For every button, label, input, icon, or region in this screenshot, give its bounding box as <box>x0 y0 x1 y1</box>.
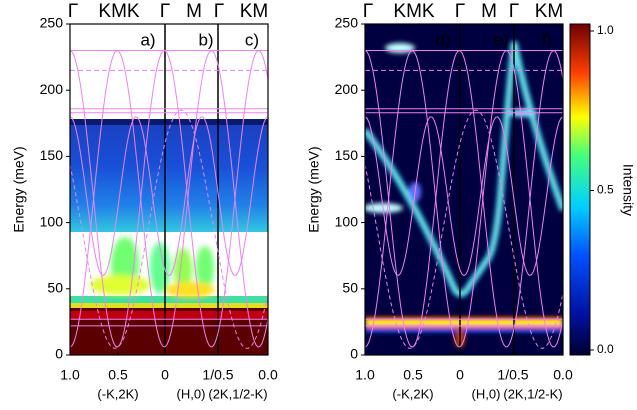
heatmap-left <box>70 119 268 355</box>
y-tick-label: 100 <box>40 213 64 229</box>
plot-frame <box>69 23 269 356</box>
x-tick-label: 0 <box>456 367 464 383</box>
top-label: KM <box>240 1 269 22</box>
top-label: M <box>186 1 202 22</box>
x-tick-label: 0.0 <box>258 367 278 383</box>
model-curve <box>70 116 268 277</box>
panel-label: d) <box>435 30 450 49</box>
model-curve <box>70 49 268 348</box>
colorbar <box>569 23 591 356</box>
x-tick-label: 0.0 <box>553 367 573 383</box>
y-tick-label: 50 <box>47 280 63 296</box>
colorbar-tick-label: 0.5 <box>597 183 614 197</box>
y-axis-label: Energy (meV) <box>306 146 322 232</box>
x-path-label: (H,0) <box>472 386 501 401</box>
x-tick-label: 0 <box>161 367 169 383</box>
panel-label: f) <box>542 30 552 49</box>
colorbar-tick-label: 0.0 <box>597 342 614 356</box>
y-tick-label: 0 <box>55 346 63 362</box>
heatmap-right <box>365 24 563 355</box>
top-label: M <box>481 1 497 22</box>
top-label: Γ <box>363 1 373 22</box>
panel-label: c) <box>245 30 259 49</box>
y-tick-label: 250 <box>335 15 359 31</box>
x-path-label: (2K,1/2-K) <box>208 386 267 401</box>
top-label: KM <box>535 1 564 22</box>
top-label: KMK <box>98 1 140 22</box>
top-label: Γ <box>455 1 465 22</box>
curve-group <box>70 49 268 349</box>
top-label: Γ <box>214 1 224 22</box>
plot-frame <box>364 23 564 356</box>
x-tick-label: 0.5 <box>108 367 128 383</box>
panel-label: b) <box>198 30 213 49</box>
top-label: Γ <box>160 1 170 22</box>
top-label: KMK <box>393 1 435 22</box>
x-path-label: (-K,2K) <box>97 386 138 401</box>
y-tick-label: 100 <box>335 213 359 229</box>
x-path-label: (H,0) <box>177 386 206 401</box>
colorbar-label: Intensity <box>620 164 636 216</box>
y-tick-label: 50 <box>342 280 358 296</box>
colorbar-tick-label: 1.0 <box>597 23 614 37</box>
y-tick-label: 150 <box>335 147 359 163</box>
top-label: Γ <box>68 1 78 22</box>
x-tick-label: 1/0.5 <box>202 367 233 383</box>
x-tick-label: 1.0 <box>60 367 80 383</box>
model-curve <box>365 49 563 348</box>
model-curve <box>365 116 563 277</box>
x-tick-label: 0.5 <box>403 367 423 383</box>
panel-label: a) <box>140 30 155 49</box>
panel-label: e) <box>493 30 508 49</box>
x-tick-label: 1.0 <box>355 367 375 383</box>
y-tick-label: 200 <box>335 81 359 97</box>
curve-group <box>365 49 563 349</box>
y-tick-label: 250 <box>40 15 64 31</box>
top-label: Γ <box>509 1 519 22</box>
x-tick-label: 1/0.5 <box>497 367 528 383</box>
x-path-label: (-K,2K) <box>392 386 433 401</box>
model-curves <box>70 49 563 349</box>
x-path-label: (2K,1/2-K) <box>503 386 562 401</box>
y-tick-label: 0 <box>350 346 358 362</box>
y-tick-label: 150 <box>40 147 64 163</box>
y-axis-label: Energy (meV) <box>11 146 27 232</box>
y-tick-label: 200 <box>40 81 64 97</box>
